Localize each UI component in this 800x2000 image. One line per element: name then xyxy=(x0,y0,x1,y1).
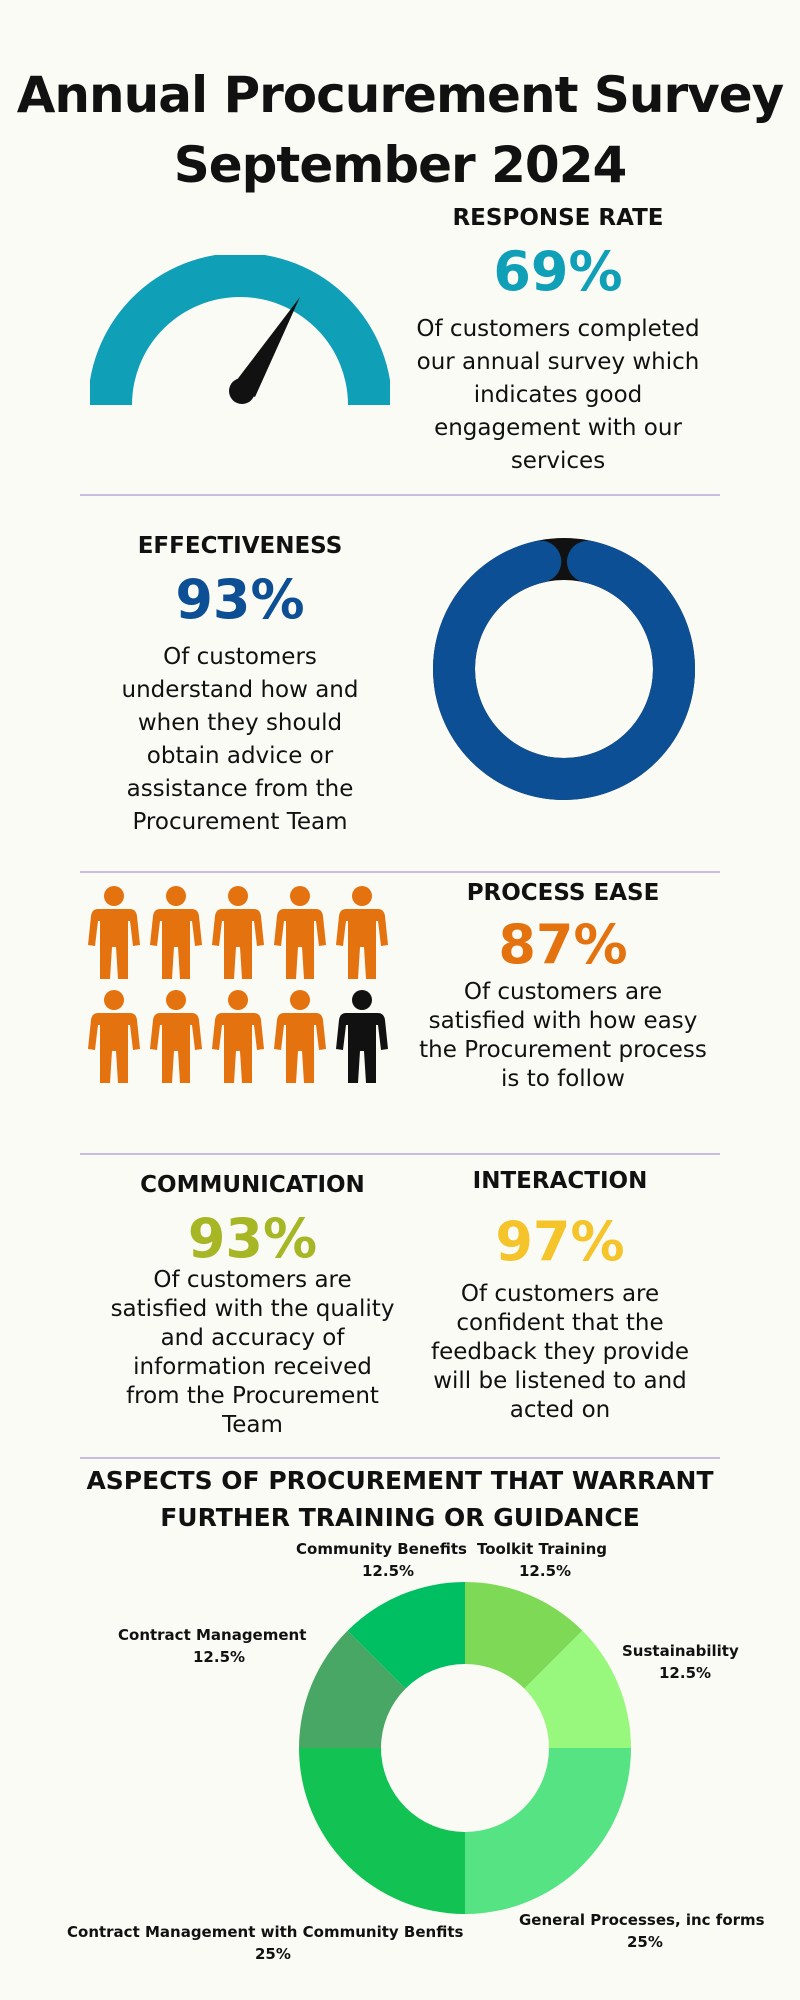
pie-label-community-benefits-pct: 12.5% xyxy=(362,1562,415,1580)
training-donut-chart xyxy=(299,1582,631,1914)
effectiveness-donut-chart xyxy=(432,537,696,801)
section-divider xyxy=(80,494,720,496)
person-icon xyxy=(88,886,140,979)
pie-label-sustainability-pct: 12.5% xyxy=(659,1664,712,1682)
person-icon xyxy=(150,886,202,979)
interaction-percent: 97% xyxy=(495,1210,625,1273)
section-divider xyxy=(80,1153,720,1155)
gauge-needle xyxy=(233,297,300,397)
pie-label-toolkit-training: Toolkit Training xyxy=(477,1540,607,1558)
section-divider xyxy=(80,871,720,873)
communication-heading: COMMUNICATION xyxy=(140,1172,365,1198)
gauge-arc xyxy=(90,255,390,406)
person-icon xyxy=(274,990,326,1083)
person-icon xyxy=(274,886,326,979)
pie-slice-5 xyxy=(347,1582,465,1689)
effectiveness-heading: EFFECTIVENESS xyxy=(137,533,343,559)
pie-label-contract-management: Contract Management xyxy=(118,1626,307,1644)
interaction-heading: INTERACTION xyxy=(472,1168,648,1194)
pie-label-toolkit-training-pct: 12.5% xyxy=(519,1562,572,1580)
response-rate-description: Of customers completed our annual survey… xyxy=(416,316,700,474)
pie-label-sustainability: Sustainability xyxy=(622,1642,739,1660)
pie-label-contract-management-pct: 12.5% xyxy=(193,1648,246,1666)
communication-description: Of customers are satisfied with the qual… xyxy=(110,1267,395,1438)
pie-slice-0 xyxy=(465,1582,583,1689)
response-rate-heading: RESPONSE RATE xyxy=(452,205,664,231)
pie-slice-1 xyxy=(524,1630,631,1748)
process-ease-heading: PROCESS EASE xyxy=(466,880,660,906)
pie-slice-3 xyxy=(299,1748,465,1914)
communication-percent: 93% xyxy=(187,1207,318,1270)
section-divider xyxy=(80,1457,720,1459)
pie-slice-2 xyxy=(465,1748,631,1914)
effectiveness-percent: 93% xyxy=(175,568,305,631)
person-icon xyxy=(88,990,140,1083)
pie-label-general-processes: General Processes, inc forms xyxy=(519,1911,765,1929)
training-heading: ASPECTS OF PROCUREMENT THAT WARRANT FURT… xyxy=(0,1462,800,1536)
speedometer-gauge-icon xyxy=(90,255,390,406)
pie-label-community-benefits-text: Community Benefits xyxy=(296,1540,467,1558)
pie-label-contract-management-community: Contract Management with Community Benfi… xyxy=(67,1923,464,1941)
donut-value-segment xyxy=(433,538,695,800)
process-ease-description: Of customers are satisfied with how easy… xyxy=(419,979,707,1092)
pie-label-community-benefits: Community Benefits xyxy=(296,1538,467,1560)
interaction-description: Of customers are confident that the feed… xyxy=(430,1281,689,1423)
effectiveness-description: Of customers understand how and when the… xyxy=(121,644,359,835)
pie-label-contract-management-community-pct: 25% xyxy=(255,1945,291,1963)
person-icon xyxy=(212,886,264,979)
training-heading-line-2: FURTHER TRAINING OR GUIDANCE xyxy=(160,1503,640,1532)
response-rate-gauge xyxy=(90,255,390,415)
person-icon xyxy=(212,990,264,1083)
pie-label-general-processes-pct: 25% xyxy=(627,1933,663,1951)
person-icon xyxy=(336,990,388,1083)
title-line-2: September 2024 xyxy=(173,136,628,194)
person-icon xyxy=(150,990,202,1083)
page-title: Annual Procurement Survey September 2024 xyxy=(0,60,800,200)
response-rate-percent: 69% xyxy=(493,240,623,303)
gauge-hub xyxy=(229,378,255,404)
title-line-1: Annual Procurement Survey xyxy=(16,66,785,124)
people-icon-grid xyxy=(88,885,398,1085)
person-icon xyxy=(336,886,388,979)
pie-slice-4 xyxy=(299,1630,406,1748)
training-heading-line-1: ASPECTS OF PROCUREMENT THAT WARRANT xyxy=(86,1466,714,1495)
process-ease-percent: 87% xyxy=(498,913,628,976)
